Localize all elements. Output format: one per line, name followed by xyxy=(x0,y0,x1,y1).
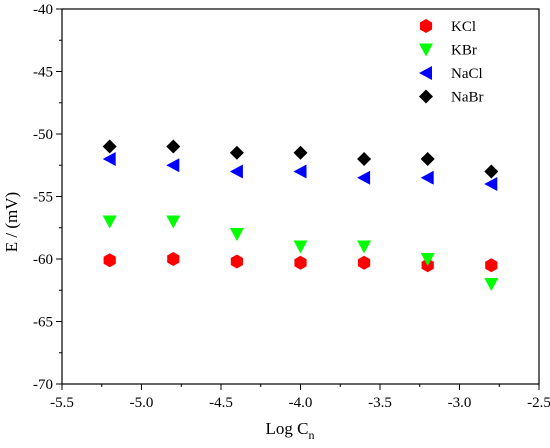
y-tick-label: -40 xyxy=(33,2,53,18)
kcl-point xyxy=(230,254,243,269)
kcl-point xyxy=(103,253,116,268)
series-nabr xyxy=(102,139,499,179)
legend-marker-kbr xyxy=(419,43,433,57)
kbr-point xyxy=(229,228,244,241)
kbr-point xyxy=(484,278,499,291)
legend-marker-nabr xyxy=(419,89,433,104)
nacl-point xyxy=(357,170,371,185)
y-axis: -70 -65 -60 -55 -50 -45 -40 xyxy=(33,2,62,393)
x-tick-label: -5.0 xyxy=(130,395,154,411)
x-axis-label-subscript: n xyxy=(308,428,314,442)
nabr-point xyxy=(420,152,435,166)
nabr-point xyxy=(102,139,117,154)
y-tick-label: -70 xyxy=(33,377,53,393)
nacl-point xyxy=(102,152,116,166)
kbr-point xyxy=(293,240,308,254)
nabr-point xyxy=(293,145,308,160)
nacl-point xyxy=(420,170,434,185)
series-nacl xyxy=(102,152,498,191)
y-tick-label: -65 xyxy=(33,315,53,331)
kcl-point xyxy=(485,258,498,273)
x-axis-label: Log Cn xyxy=(266,419,315,442)
y-tick-label: -45 xyxy=(33,65,53,81)
y-axis-label: E / (mV) xyxy=(2,192,21,252)
x-tick-label: -3.0 xyxy=(448,395,472,411)
y-tick-label: -60 xyxy=(33,252,53,268)
y-tick-label: -50 xyxy=(33,127,53,143)
legend-marker-kcl xyxy=(419,19,433,33)
series-kcl xyxy=(103,252,498,273)
legend: KCl KBr NaCl NaBr xyxy=(419,19,484,106)
legend-marker-nacl xyxy=(419,66,432,80)
kbr-point xyxy=(420,253,435,266)
kcl-point xyxy=(167,252,180,266)
nacl-point xyxy=(229,164,243,179)
y-tick-label: -55 xyxy=(33,190,53,206)
kcl-point xyxy=(358,255,371,270)
series-kbr xyxy=(102,215,499,291)
x-tick-label: -4.0 xyxy=(289,395,313,411)
kbr-point xyxy=(357,240,372,254)
x-tick-label: -4.5 xyxy=(209,395,233,411)
nabr-point xyxy=(166,139,181,154)
data-markers xyxy=(102,139,499,291)
x-axis: -5.5 -5.0 -4.5 -4.0 -3.5 -3.0 -2.5 xyxy=(50,384,550,411)
nacl-point xyxy=(293,164,307,179)
x-tick-label: -5.5 xyxy=(50,395,74,411)
nabr-point xyxy=(229,145,244,160)
x-tick-label: -3.5 xyxy=(368,395,392,411)
nacl-point xyxy=(166,158,180,173)
nacl-point xyxy=(484,177,498,191)
kbr-point xyxy=(166,215,181,229)
nabr-point xyxy=(484,164,499,179)
legend-label-nacl: NaCl xyxy=(451,66,483,82)
legend-label-nabr: NaBr xyxy=(451,90,484,106)
x-axis-label-main: Log C xyxy=(266,419,309,438)
nabr-point xyxy=(357,152,372,166)
kbr-point xyxy=(102,215,117,229)
kcl-point xyxy=(294,255,307,270)
legend-label-kbr: KBr xyxy=(451,43,477,59)
legend-label-kcl: KCl xyxy=(451,19,476,35)
x-tick-label: -2.5 xyxy=(527,395,550,411)
